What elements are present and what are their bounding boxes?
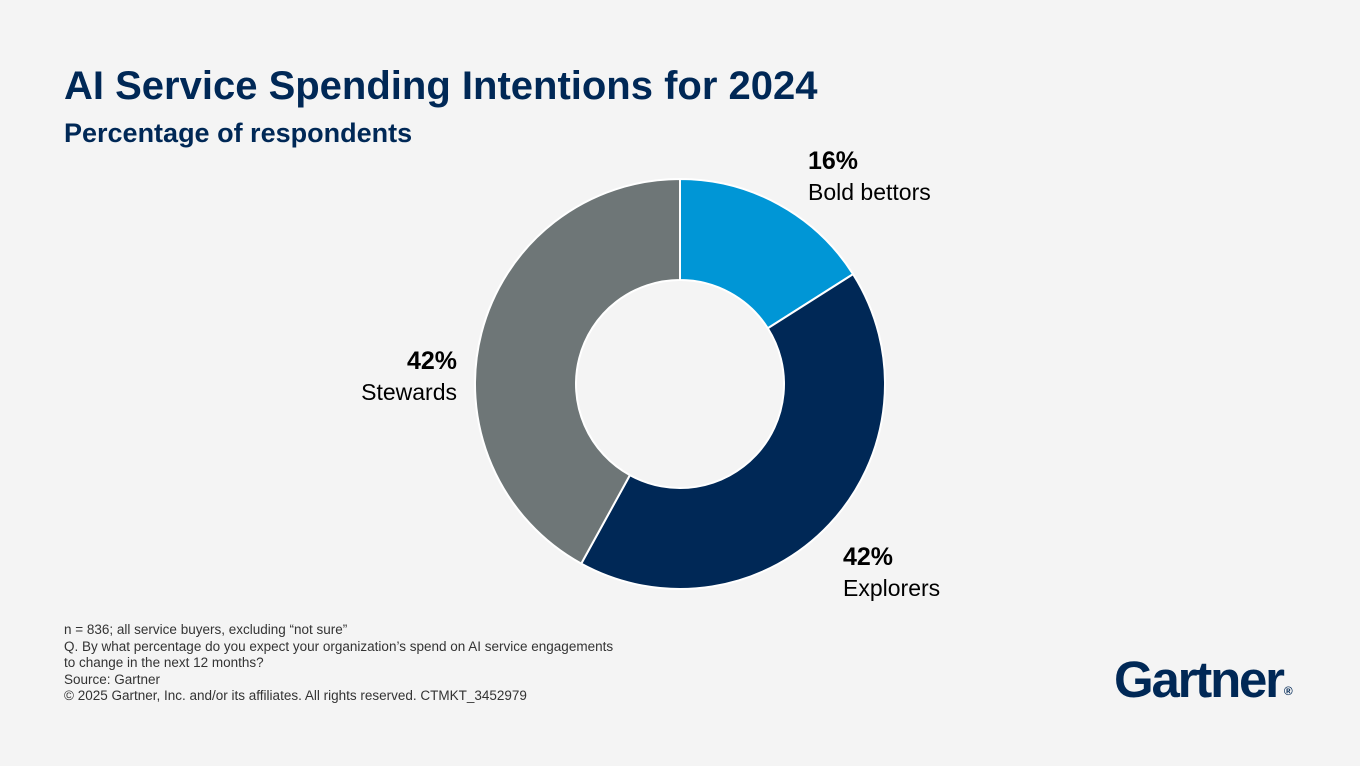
gartner-logo: Gartner® — [1114, 650, 1293, 721]
slice-label-explorers: 42% Explorers — [843, 541, 940, 603]
slice-value-explorers: 42% — [843, 543, 894, 571]
footnote-question-line-2: to change in the next 12 months? — [64, 655, 264, 670]
logo-text: Gartner — [1114, 651, 1285, 708]
donut-chart — [474, 177, 886, 590]
chart-subtitle: Percentage of respondents — [64, 118, 413, 148]
slice-name-explorers: Explorers — [843, 575, 941, 601]
slice-label-stewards: 42% Stewards — [361, 345, 457, 407]
footnote-sample: n = 836; all service buyers, excluding “… — [64, 622, 348, 637]
slice-label-bold-bettors: 16% Bold bettors — [808, 145, 931, 207]
slice-value-stewards: 42% — [406, 347, 457, 375]
slice-name-bold-bettors: Bold bettors — [808, 179, 931, 205]
footnote-question-line-1: Q. By what percentage do you expect your… — [64, 638, 614, 654]
footnotes: n = 836; all service buyers, excluding “… — [64, 622, 704, 705]
chart-title: AI Service Spending Intentions for 2024 — [64, 64, 818, 108]
donut-slice-explorers — [579, 272, 886, 590]
footnote-copyright: © 2025 Gartner, Inc. and/or its affiliat… — [64, 688, 527, 703]
donut-slice-bold-bettors — [679, 177, 855, 330]
footnote-source: Source: Gartner — [64, 671, 161, 687]
registered-mark-icon: ® — [1283, 684, 1293, 698]
slice-name-stewards: Stewards — [361, 379, 457, 405]
donut-slice-stewards — [474, 177, 681, 566]
slice-value-bold-bettors: 16% — [808, 147, 859, 175]
